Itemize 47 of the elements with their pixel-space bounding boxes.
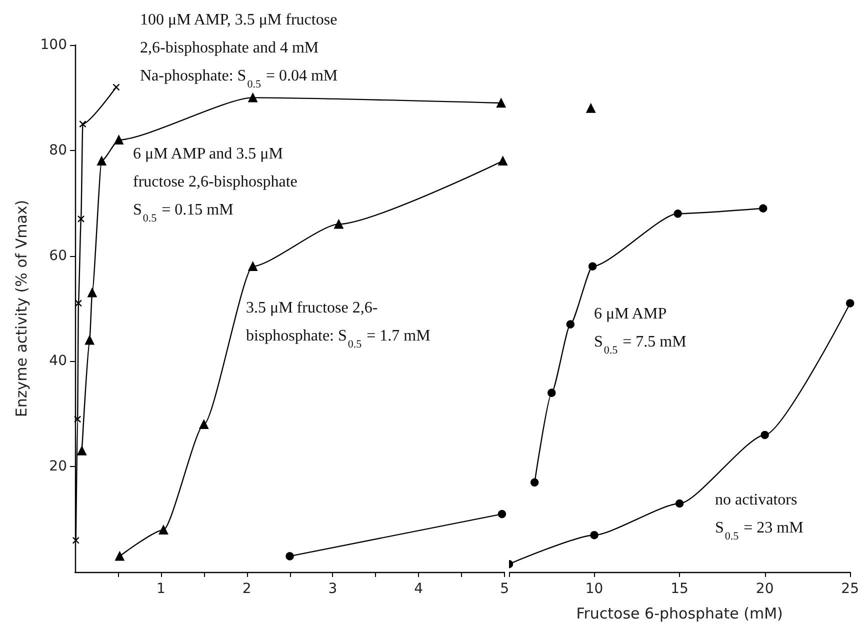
point (675, 499, 684, 508)
point (846, 299, 854, 308)
x-tick-label: 3 (328, 581, 338, 597)
point (97, 156, 106, 166)
point (72, 536, 80, 544)
point (760, 430, 769, 440)
x-tick-label: 2 (242, 581, 252, 597)
point (334, 220, 344, 229)
y-tick-label: 20 (49, 458, 67, 475)
x-tick-label: 25 (841, 581, 860, 597)
x-tick-label: 15 (670, 581, 688, 597)
point (586, 104, 596, 113)
point (77, 215, 85, 223)
point (77, 446, 86, 456)
point (496, 98, 506, 108)
y-axis-title: Enzyme activity (% of Vmax) (12, 200, 30, 418)
y-tick-label: 40 (49, 353, 67, 370)
point (114, 135, 124, 144)
point (590, 531, 598, 540)
y-tick-label: 60 (49, 248, 67, 264)
point (759, 204, 768, 212)
point (199, 420, 208, 430)
x-tick-label: 20 (756, 581, 774, 597)
x-tick-label: 10 (585, 581, 604, 597)
point (566, 320, 574, 328)
point (79, 120, 86, 128)
point (158, 525, 168, 534)
point (88, 288, 97, 298)
y-tick-label: 100 (40, 37, 67, 53)
point (498, 510, 506, 518)
x-tick-label: 1 (156, 581, 166, 597)
point (674, 210, 682, 218)
point (286, 552, 294, 560)
point (530, 478, 539, 487)
point (548, 388, 556, 397)
point (112, 84, 120, 91)
x-tick-label: 5 (500, 581, 510, 597)
point (74, 416, 82, 423)
x-tick-label: 4 (414, 581, 424, 597)
point (498, 156, 508, 166)
point (85, 336, 94, 345)
point (588, 262, 597, 270)
y-tick-label: 80 (49, 142, 67, 158)
x-axis-title: Fructose 6-phosphate (mM) (576, 604, 783, 622)
point (248, 93, 258, 102)
point (115, 552, 124, 561)
point (248, 262, 258, 271)
